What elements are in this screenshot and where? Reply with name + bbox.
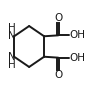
Text: OH: OH: [70, 53, 86, 63]
Text: N: N: [8, 31, 15, 41]
Text: N: N: [8, 52, 15, 62]
Text: O: O: [54, 70, 62, 80]
Text: H: H: [8, 23, 15, 33]
Text: H: H: [8, 60, 15, 70]
Text: O: O: [54, 13, 62, 23]
Text: OH: OH: [70, 30, 86, 40]
